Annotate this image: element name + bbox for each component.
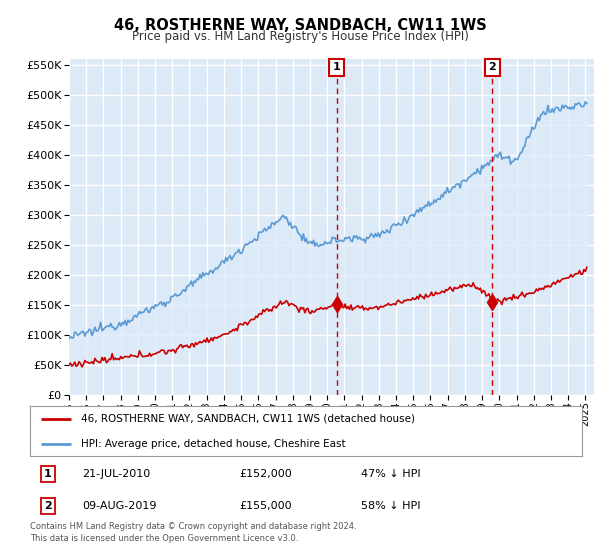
Text: 1: 1	[44, 469, 52, 479]
Text: £155,000: £155,000	[240, 501, 292, 511]
Text: £152,000: £152,000	[240, 469, 293, 479]
Text: 2: 2	[488, 62, 496, 72]
Text: 46, ROSTHERNE WAY, SANDBACH, CW11 1WS: 46, ROSTHERNE WAY, SANDBACH, CW11 1WS	[113, 18, 487, 33]
Text: 09-AUG-2019: 09-AUG-2019	[82, 501, 157, 511]
Text: 2: 2	[44, 501, 52, 511]
Text: Contains HM Land Registry data © Crown copyright and database right 2024.
This d: Contains HM Land Registry data © Crown c…	[30, 522, 356, 543]
Text: HPI: Average price, detached house, Cheshire East: HPI: Average price, detached house, Ches…	[81, 439, 346, 449]
Text: 46, ROSTHERNE WAY, SANDBACH, CW11 1WS (detached house): 46, ROSTHERNE WAY, SANDBACH, CW11 1WS (d…	[81, 414, 415, 423]
Text: 58% ↓ HPI: 58% ↓ HPI	[361, 501, 421, 511]
Text: 21-JUL-2010: 21-JUL-2010	[82, 469, 151, 479]
Text: Price paid vs. HM Land Registry's House Price Index (HPI): Price paid vs. HM Land Registry's House …	[131, 30, 469, 43]
Text: 1: 1	[333, 62, 341, 72]
Text: 47% ↓ HPI: 47% ↓ HPI	[361, 469, 421, 479]
